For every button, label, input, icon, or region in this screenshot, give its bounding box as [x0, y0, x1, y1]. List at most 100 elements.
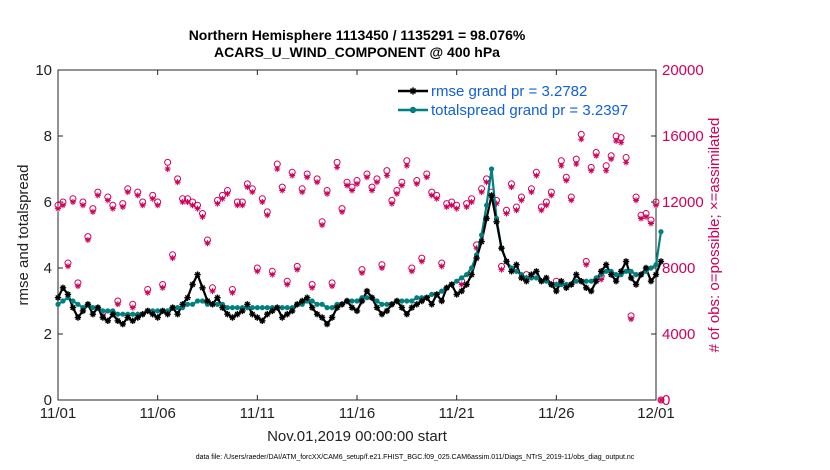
rmse-point — [399, 304, 405, 310]
rmse-point — [169, 304, 175, 310]
obs-assimilated-point — [324, 191, 330, 197]
rmse-point — [90, 311, 96, 317]
rmse-point — [563, 285, 569, 291]
totalspread-point — [190, 302, 195, 307]
obs-assimilated-point — [224, 191, 230, 197]
rmse-point — [453, 291, 459, 297]
totalspread-point — [320, 302, 325, 307]
title-line1: Northern Hemisphere 1113450 / 1135291 = … — [189, 27, 526, 43]
y-right-tick-label: 8000 — [662, 260, 695, 277]
rmse-point — [239, 308, 245, 314]
rmse-point — [184, 295, 190, 301]
rmse-point — [558, 278, 564, 284]
y-right-tick-label: 16000 — [662, 128, 704, 145]
rmse-point — [294, 301, 300, 307]
rmse-point — [588, 288, 594, 294]
rmse-point — [648, 278, 654, 284]
rmse-point — [478, 238, 484, 244]
rmse-point — [70, 304, 76, 310]
rmse-point — [628, 275, 634, 281]
obs-assimilated-point — [269, 272, 275, 278]
rmse-point — [269, 308, 275, 314]
rmse-point — [149, 311, 155, 317]
y-tick-label: 2 — [44, 326, 52, 343]
x-tick-label: 12/01 — [637, 405, 675, 422]
x-axis-label: Nov.01,2019 00:00:00 start — [267, 428, 448, 445]
totalspread-point — [479, 232, 484, 237]
y-tick-label: 4 — [44, 260, 52, 277]
rmse-point — [533, 268, 539, 274]
rmse-point — [553, 288, 559, 294]
rmse-point — [164, 311, 170, 317]
rmse-point — [488, 192, 494, 198]
totalspread-point — [374, 298, 379, 303]
rmse-point — [130, 318, 136, 324]
rmse-point — [105, 318, 111, 324]
rmse-point — [548, 281, 554, 287]
totalspread-point — [379, 302, 384, 307]
rmse-point — [249, 311, 255, 317]
totalspread-point — [534, 275, 539, 280]
rmse-point — [194, 271, 200, 277]
obs-assimilated-point — [513, 207, 519, 213]
totalspread-point — [454, 279, 459, 284]
rmse-point — [653, 271, 659, 277]
title-line2: ACARS_U_WIND_COMPONENT @ 400 hPa — [214, 44, 500, 60]
rmse-point — [523, 278, 529, 284]
rmse-point — [578, 278, 584, 284]
totalspread-point — [628, 269, 633, 274]
obs-assimilated-point — [424, 174, 430, 180]
totalspread-point — [70, 298, 75, 303]
rmse-point — [334, 304, 340, 310]
rmse-point — [234, 311, 240, 317]
rmse-point — [444, 285, 450, 291]
rmse-point — [199, 285, 205, 291]
totalspread-point — [653, 262, 658, 267]
x-tick-label: 11/21 — [438, 405, 474, 422]
totalspread-point — [120, 312, 125, 317]
totalspread-point — [325, 305, 330, 310]
obs-assimilated-point — [130, 305, 136, 311]
rmse-point — [603, 262, 609, 268]
totalspread-point — [414, 295, 419, 300]
y-tick-label: 6 — [44, 194, 52, 211]
rmse-point — [259, 318, 265, 324]
y-tick-label: 8 — [44, 128, 52, 145]
obs-assimilated-point — [658, 397, 664, 403]
rmse-point — [224, 311, 230, 317]
rmse-point — [518, 275, 524, 281]
totalspread-point — [658, 229, 663, 234]
obs-assimilated-point — [274, 166, 280, 172]
rmse-point — [483, 215, 489, 221]
totalspread-point — [60, 298, 65, 303]
rmse-point — [174, 311, 180, 317]
totalspread-point — [255, 305, 260, 310]
rmse-point — [120, 321, 126, 327]
totalspread-point — [310, 298, 315, 303]
legend-spread-marker — [410, 107, 416, 113]
obs-assimilated-point — [205, 240, 211, 246]
obs-assimilated-point — [75, 283, 81, 289]
rmse-point — [528, 271, 534, 277]
rmse-point — [573, 271, 579, 277]
rmse-point — [324, 321, 330, 327]
obs-assimilated-point — [469, 199, 475, 205]
x-tick-label: 11/06 — [139, 405, 175, 422]
rmse-point — [538, 278, 544, 284]
obs-assimilated-point — [284, 282, 290, 288]
x-tick-label: 11/11 — [240, 405, 275, 422]
rmse-point — [339, 301, 345, 307]
rmse-point — [309, 304, 315, 310]
obs-assimilated-point — [439, 263, 445, 269]
rmse-point — [458, 288, 464, 294]
rmse-point — [214, 295, 220, 301]
rmse-point — [60, 285, 66, 291]
totalspread-point — [75, 302, 80, 307]
totalspread-point — [100, 308, 105, 313]
rmse-point — [65, 291, 71, 297]
obs-assimilated-point — [65, 263, 71, 269]
totalspread-point — [469, 265, 474, 270]
y-right-tick-label: 4000 — [662, 326, 695, 343]
obs-assimilated-point — [538, 207, 544, 213]
rmse-point — [623, 258, 629, 264]
